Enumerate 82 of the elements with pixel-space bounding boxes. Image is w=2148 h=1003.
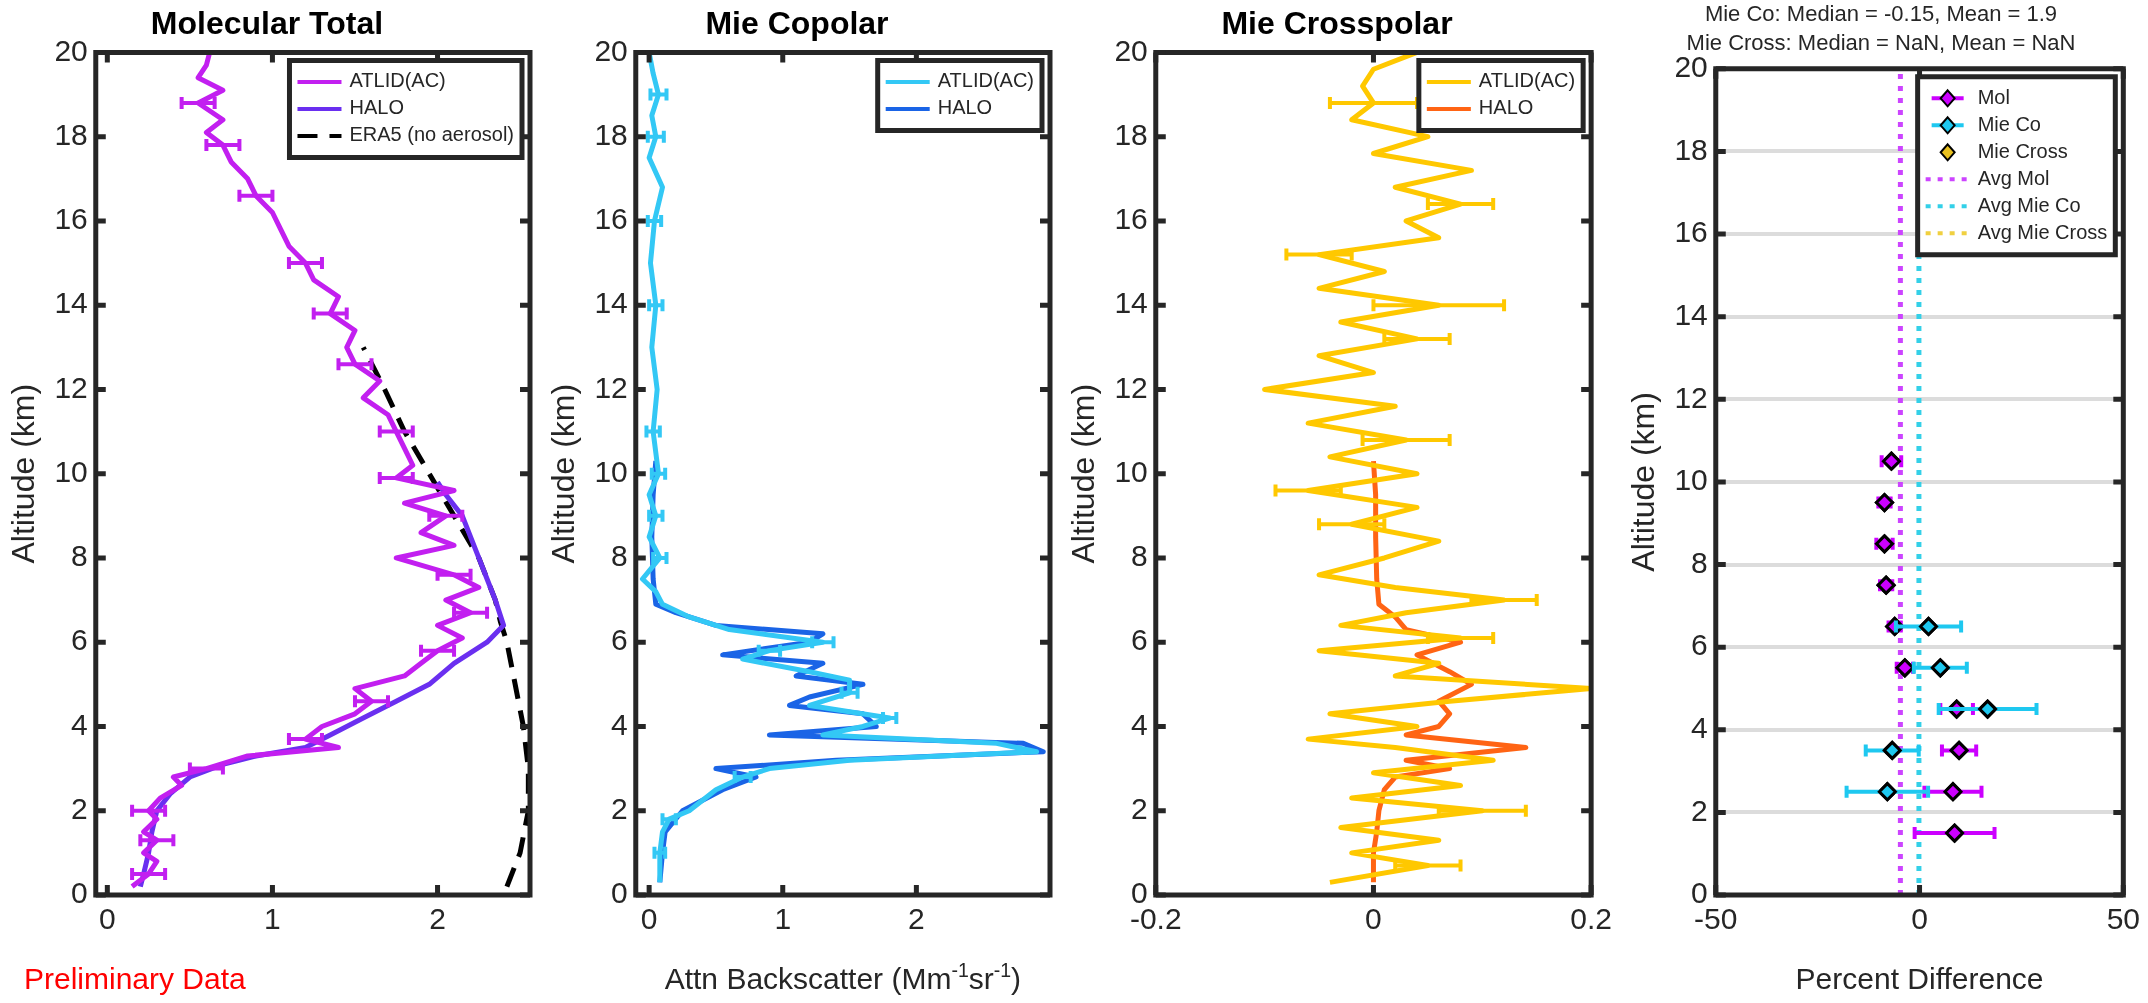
y-tick-label: 0 bbox=[71, 876, 88, 910]
y-tick-label: 2 bbox=[611, 792, 628, 826]
y-tick-label: 8 bbox=[1691, 545, 1708, 579]
y-tick-label: 10 bbox=[594, 454, 628, 488]
y-tick-label: 18 bbox=[594, 117, 628, 151]
y-tick-label: 16 bbox=[1674, 215, 1708, 249]
y-tick-label: 12 bbox=[1114, 370, 1148, 404]
y-axis-title: Altitude (km) bbox=[545, 383, 582, 564]
y-tick-label: 16 bbox=[54, 202, 88, 236]
legend-label: ATLID(AC) bbox=[1478, 69, 1576, 92]
legend-label: ATLID(AC) bbox=[937, 69, 1035, 92]
y-tick-label: 14 bbox=[1114, 286, 1148, 320]
legend-label: Avg Mol bbox=[1977, 166, 2050, 189]
y-tick-label: 0 bbox=[611, 876, 628, 910]
y-tick-label: 10 bbox=[1114, 454, 1148, 488]
y-tick-label: 12 bbox=[54, 370, 88, 404]
y-tick-label: 8 bbox=[1131, 539, 1148, 573]
y-tick-label: 4 bbox=[1691, 711, 1708, 745]
y-tick-label: 16 bbox=[594, 202, 628, 236]
y-tick-label: 12 bbox=[1674, 380, 1708, 414]
point bbox=[1949, 740, 1969, 760]
y-axis-title: Altitude (km) bbox=[1625, 392, 1662, 572]
x-tick-label: 0 bbox=[98, 902, 116, 936]
x-tick-label: 0 bbox=[640, 902, 658, 936]
y-tick-label: 2 bbox=[1131, 792, 1148, 826]
y-tick-label: 6 bbox=[611, 623, 628, 657]
y-tick-label: 18 bbox=[54, 117, 88, 151]
x-tick-label: 2 bbox=[429, 902, 446, 936]
point bbox=[1943, 782, 1963, 802]
legend-label: HALO bbox=[937, 96, 993, 119]
y-tick-label: 20 bbox=[54, 33, 88, 67]
y-tick-label: 20 bbox=[594, 33, 628, 67]
legend-label: HALO bbox=[349, 96, 404, 119]
point bbox=[1978, 699, 1998, 719]
x-tick-label: 1 bbox=[774, 902, 792, 936]
x-tick-label: 0.2 bbox=[1570, 902, 1613, 936]
y-tick-label: 18 bbox=[1114, 117, 1148, 151]
chart-title: Mie Crosspolar bbox=[1221, 5, 1453, 42]
point bbox=[1919, 616, 1939, 636]
y-tick-label: 20 bbox=[1114, 33, 1148, 67]
legend-label: Avg Mie Cross bbox=[1977, 220, 2108, 243]
y-tick-label: 8 bbox=[611, 539, 628, 573]
y-tick-label: 10 bbox=[54, 454, 88, 488]
chart-title: Molecular Total bbox=[150, 5, 384, 42]
y-tick-label: 4 bbox=[71, 707, 88, 741]
y-tick-label: 8 bbox=[71, 539, 88, 573]
y-tick-label: 6 bbox=[1131, 623, 1148, 657]
legend-label: ERA5 (no aerosol) bbox=[349, 123, 515, 146]
y-tick-label: 12 bbox=[594, 370, 628, 404]
point bbox=[1945, 823, 1965, 843]
y-tick-label: 18 bbox=[1674, 132, 1708, 166]
y-tick-label: 4 bbox=[611, 707, 628, 741]
point bbox=[1882, 740, 1902, 760]
y-tick-label: 2 bbox=[71, 792, 88, 826]
x-tick-label: 0 bbox=[1911, 902, 1928, 936]
text: Preliminary Data bbox=[24, 962, 247, 995]
y-tick-label: 14 bbox=[54, 286, 88, 320]
y-tick-label: 2 bbox=[1691, 793, 1708, 827]
x-tick-label: 50 bbox=[2106, 902, 2140, 936]
y-tick-label: 16 bbox=[1114, 202, 1148, 236]
point bbox=[1877, 782, 1897, 802]
legend-label: Mol bbox=[1977, 85, 2010, 108]
y-tick-label: 4 bbox=[1131, 707, 1148, 741]
legend-label: ATLID(AC) bbox=[349, 69, 446, 92]
y-tick-label: 6 bbox=[1691, 628, 1708, 662]
x-axis-title: Percent Difference bbox=[1795, 962, 2044, 995]
y-axis-title: Altitude (km) bbox=[1065, 383, 1102, 564]
y-tick-label: 10 bbox=[1674, 463, 1708, 497]
legend-label: HALO bbox=[1478, 96, 1534, 119]
point bbox=[1930, 658, 1950, 678]
x-tick-label: 0 bbox=[1365, 902, 1382, 936]
legend-label: Mie Cross bbox=[1977, 139, 2068, 162]
legend-label: Mie Co bbox=[1977, 112, 2042, 135]
chart-title: Mie Co: Median = -0.15, Mean = 1.9 bbox=[1704, 1, 2058, 27]
y-tick-label: 6 bbox=[71, 623, 88, 657]
x-tick-label: 1 bbox=[264, 902, 281, 936]
x-tick-label: 2 bbox=[908, 902, 925, 936]
y-axis-title: Altitude (km) bbox=[5, 383, 42, 564]
y-tick-label: 14 bbox=[594, 286, 628, 320]
y-tick-label: 14 bbox=[1674, 297, 1708, 331]
legend-label: Avg Mie Co bbox=[1977, 193, 2081, 216]
chart-title: Mie Copolar bbox=[705, 5, 889, 42]
